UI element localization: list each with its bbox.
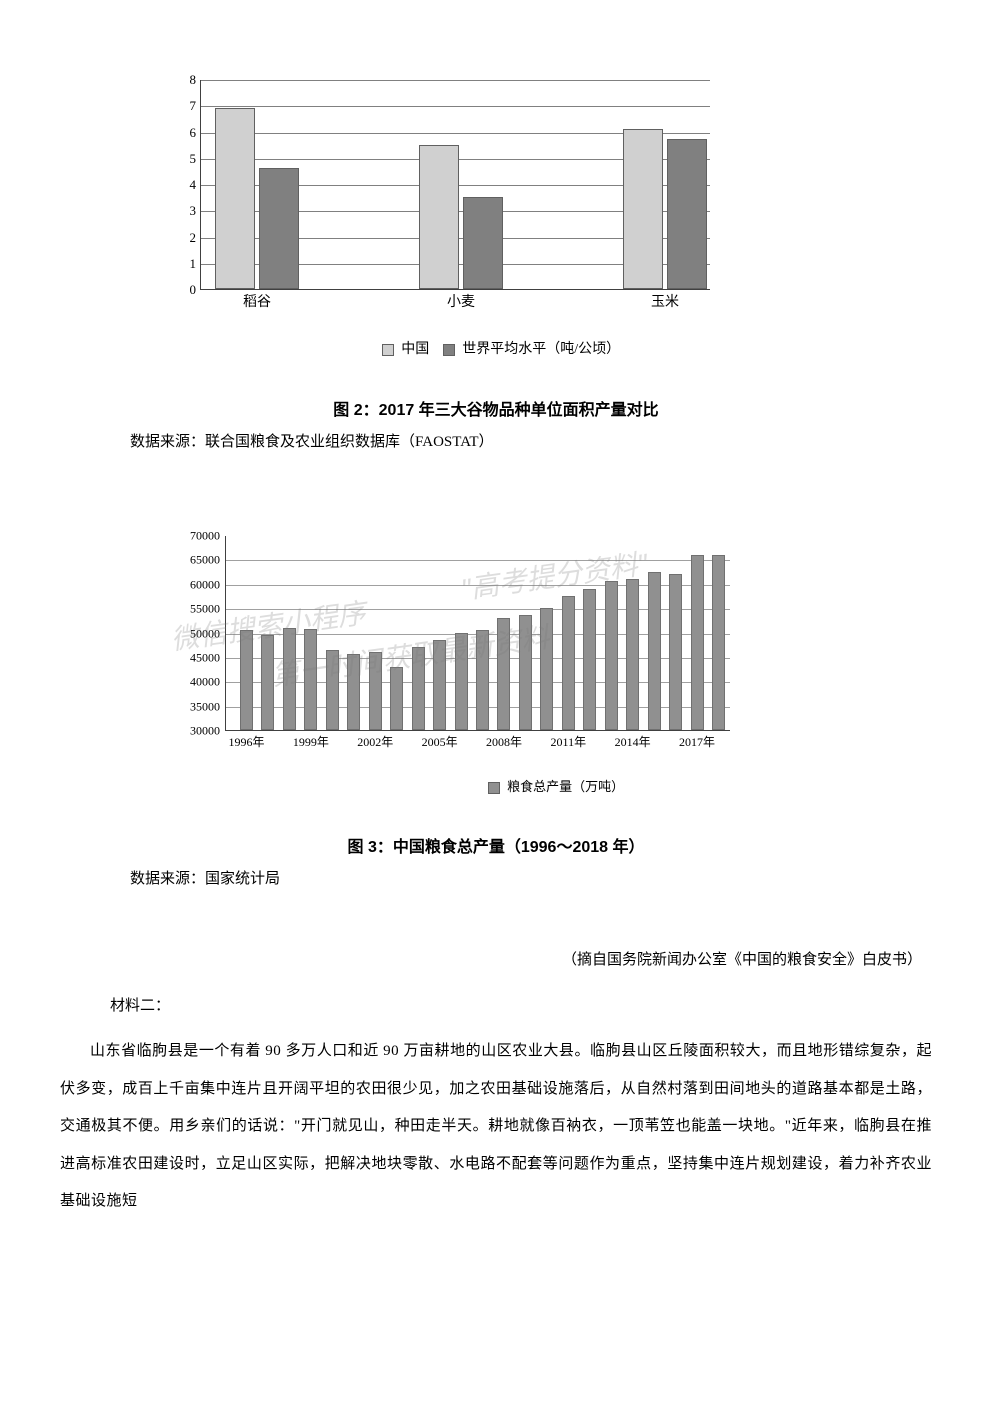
legend-label-grain: 粮食总产量（万吨） xyxy=(507,779,624,794)
attribution-text: （摘自国务院新闻办公室《中国的粮食安全》白皮书） xyxy=(60,948,922,969)
legend-swatch-grain xyxy=(488,782,500,794)
section-heading: 材料二： xyxy=(110,994,932,1015)
chart1-bar xyxy=(667,139,707,289)
chart2-bar xyxy=(455,633,468,731)
chart2-legend: 粮食总产量（万吨） xyxy=(170,776,932,795)
chart1-title: 图 2：2017 年三大谷物品种单位面积产量对比 xyxy=(60,396,932,420)
x-tick-label: 2014年 xyxy=(615,733,651,750)
chart1-source: 数据来源：联合国粮食及农业组织数据库（FAOSTAT） xyxy=(130,430,932,451)
chart2-bar xyxy=(261,635,274,730)
chart2-bar xyxy=(540,608,553,730)
legend-swatch-china xyxy=(382,344,394,356)
y-tick-label: 3 xyxy=(181,203,196,219)
chart2-bar xyxy=(304,629,317,730)
chart1-bar xyxy=(215,108,255,289)
chart2-bar xyxy=(583,589,596,730)
chart2-bar xyxy=(691,555,704,731)
chart2-bar xyxy=(433,640,446,730)
chart1-bar xyxy=(259,168,299,289)
y-tick-label: 30000 xyxy=(178,724,220,739)
chart1-bar xyxy=(463,197,503,289)
legend-label-world: 世界平均水平（吨/公顷） xyxy=(462,342,620,357)
chart2-bar xyxy=(369,652,382,730)
chart1-bar xyxy=(419,145,459,289)
y-tick-label: 8 xyxy=(181,72,196,88)
chart2-bar xyxy=(497,618,510,730)
y-tick-label: 70000 xyxy=(178,529,220,544)
x-tick-label: 玉米 xyxy=(651,291,679,311)
chart2-wrapper: 30000 35000 40000 45000 50000 55000 60000 65000… xyxy=(170,531,932,795)
x-tick-label: 2011年 xyxy=(551,733,587,750)
chart2-source: 数据来源：国家统计局 xyxy=(130,867,932,888)
x-tick-label: 1996年 xyxy=(228,733,264,750)
chart2-title: 图 3：中国粮食总产量（1996～2018 年） xyxy=(60,833,932,857)
chart1-plot-area: 012345678稻谷小麦玉米 xyxy=(200,80,710,290)
y-tick-label: 60000 xyxy=(178,577,220,592)
x-tick-label: 2005年 xyxy=(422,733,458,750)
y-tick-label: 7 xyxy=(181,98,196,114)
y-tick-label: 45000 xyxy=(178,650,220,665)
body-paragraph: 山东省临朐县是一个有着 90 多万人口和近 90 万亩耕地的山区农业大县。临朐县… xyxy=(60,1033,932,1221)
y-tick-label: 35000 xyxy=(178,699,220,714)
chart2-bar xyxy=(347,654,360,730)
chart2-bar xyxy=(412,647,425,730)
x-tick-label: 2008年 xyxy=(486,733,522,750)
chart2-bar xyxy=(562,596,575,730)
chart2-bar xyxy=(326,650,339,730)
chart2-plot-area: 3000035000400004500050000550006000065000… xyxy=(225,536,730,731)
y-tick-label: 4 xyxy=(181,177,196,193)
chart2-bar xyxy=(519,615,532,730)
x-tick-label: 1999年 xyxy=(293,733,329,750)
x-tick-label: 2017年 xyxy=(679,733,715,750)
chart1-bar xyxy=(623,129,663,289)
chart2-bar xyxy=(240,630,253,730)
chart2-bar xyxy=(669,574,682,730)
chart2-bar xyxy=(390,667,403,730)
legend-label-china: 中国 xyxy=(401,342,429,357)
x-tick-label: 2002年 xyxy=(357,733,393,750)
legend-swatch-world xyxy=(443,344,455,356)
x-tick-label: 稻谷 xyxy=(243,291,271,311)
chart2-bar xyxy=(648,572,661,730)
chart2-bar xyxy=(283,628,296,730)
y-tick-label: 40000 xyxy=(178,675,220,690)
y-tick-label: 0 xyxy=(181,282,196,298)
y-tick-label: 65000 xyxy=(178,553,220,568)
chart1-legend: 中国 世界平均水平（吨/公顷） xyxy=(60,338,932,358)
x-tick-label: 小麦 xyxy=(447,291,475,311)
y-tick-label: 5 xyxy=(181,151,196,167)
chart2-bar xyxy=(605,581,618,730)
chart1-container: 012345678稻谷小麦玉米 xyxy=(170,80,710,310)
chart2-bar xyxy=(626,579,639,730)
y-tick-label: 1 xyxy=(181,256,196,272)
y-tick-label: 2 xyxy=(181,230,196,246)
chart2-bar xyxy=(712,555,725,731)
y-tick-label: 6 xyxy=(181,125,196,141)
y-tick-label: 50000 xyxy=(178,626,220,641)
chart2-bar xyxy=(476,630,489,730)
y-tick-label: 55000 xyxy=(178,602,220,617)
chart2-container: 30000 35000 40000 45000 50000 55000 60000 65000… xyxy=(170,531,730,751)
